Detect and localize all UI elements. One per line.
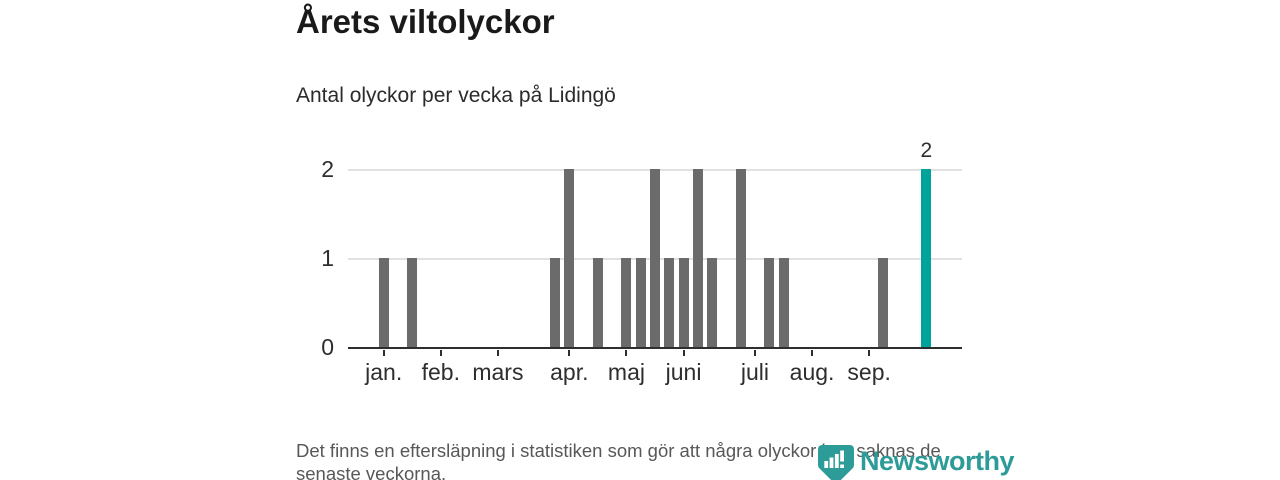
x-axis-label-mars: mars — [472, 359, 524, 385]
x-axis-tick-apr — [568, 349, 571, 356]
x-axis-label-jan: jan. — [365, 359, 403, 385]
x-axis-tick-aug — [811, 349, 814, 356]
x-axis-tick-mars — [496, 349, 499, 356]
bar-week-30 — [778, 258, 789, 347]
bar-week-25 — [707, 258, 718, 347]
plot-area — [348, 169, 962, 349]
newsworthy-logo: Newsworthy — [818, 445, 1015, 480]
chart-title: Årets viltolyckor — [296, 3, 555, 40]
bar-week-22 — [664, 258, 675, 347]
x-axis-label-sep: sep. — [847, 359, 891, 385]
bar-week-17 — [592, 258, 603, 347]
x-axis-tick-jan — [382, 349, 385, 356]
x-axis-label-aug: aug. — [789, 359, 835, 385]
footnote: Det finns en eftersläpning i statistiken… — [296, 439, 941, 480]
highlight-value-label: 2 — [920, 139, 933, 162]
x-axis-label-juli: juli — [740, 359, 770, 385]
y-axis-label-0: 0 — [321, 334, 334, 360]
x-axis-label-apr: apr. — [550, 359, 589, 385]
y-axis-label-1: 1 — [321, 245, 334, 271]
bar-week-27 — [735, 169, 746, 347]
bar-week-40-highlighted — [921, 169, 932, 347]
x-axis-tick-maj — [625, 349, 628, 356]
chart-subtitle: Antal olyckor per vecka på Lidingö — [296, 84, 616, 107]
bar-week-19 — [621, 258, 632, 347]
bar-week-37 — [878, 258, 889, 347]
bar-week-4 — [407, 258, 418, 347]
bar-week-20 — [635, 258, 646, 347]
x-axis-tick-juni — [682, 349, 685, 356]
bar-week-14 — [550, 258, 561, 347]
x-axis-label-maj: maj — [607, 359, 645, 385]
bar-week-29 — [764, 258, 775, 347]
footnote-line-1: Det finns en eftersläpning i statistiken… — [296, 440, 941, 461]
x-axis-label-feb: feb. — [421, 359, 460, 385]
x-axis-tick-sep — [868, 349, 871, 356]
bar-chart-marker-icon — [818, 445, 854, 480]
x-axis-tick-feb — [439, 349, 442, 356]
bar-week-21 — [650, 169, 660, 347]
bar-week-15 — [564, 169, 575, 347]
bar-week-23 — [678, 258, 689, 347]
newsworthy-logo-text: Newsworthy — [860, 446, 1015, 476]
x-axis-tick-juli — [753, 349, 756, 356]
x-axis-label-juni: juni — [665, 359, 702, 385]
footnote-line-2: senaste veckorna. — [296, 463, 447, 480]
y-axis-label-2: 2 — [321, 156, 334, 182]
bar-week-2 — [378, 258, 389, 347]
bar-week-24 — [692, 169, 703, 347]
